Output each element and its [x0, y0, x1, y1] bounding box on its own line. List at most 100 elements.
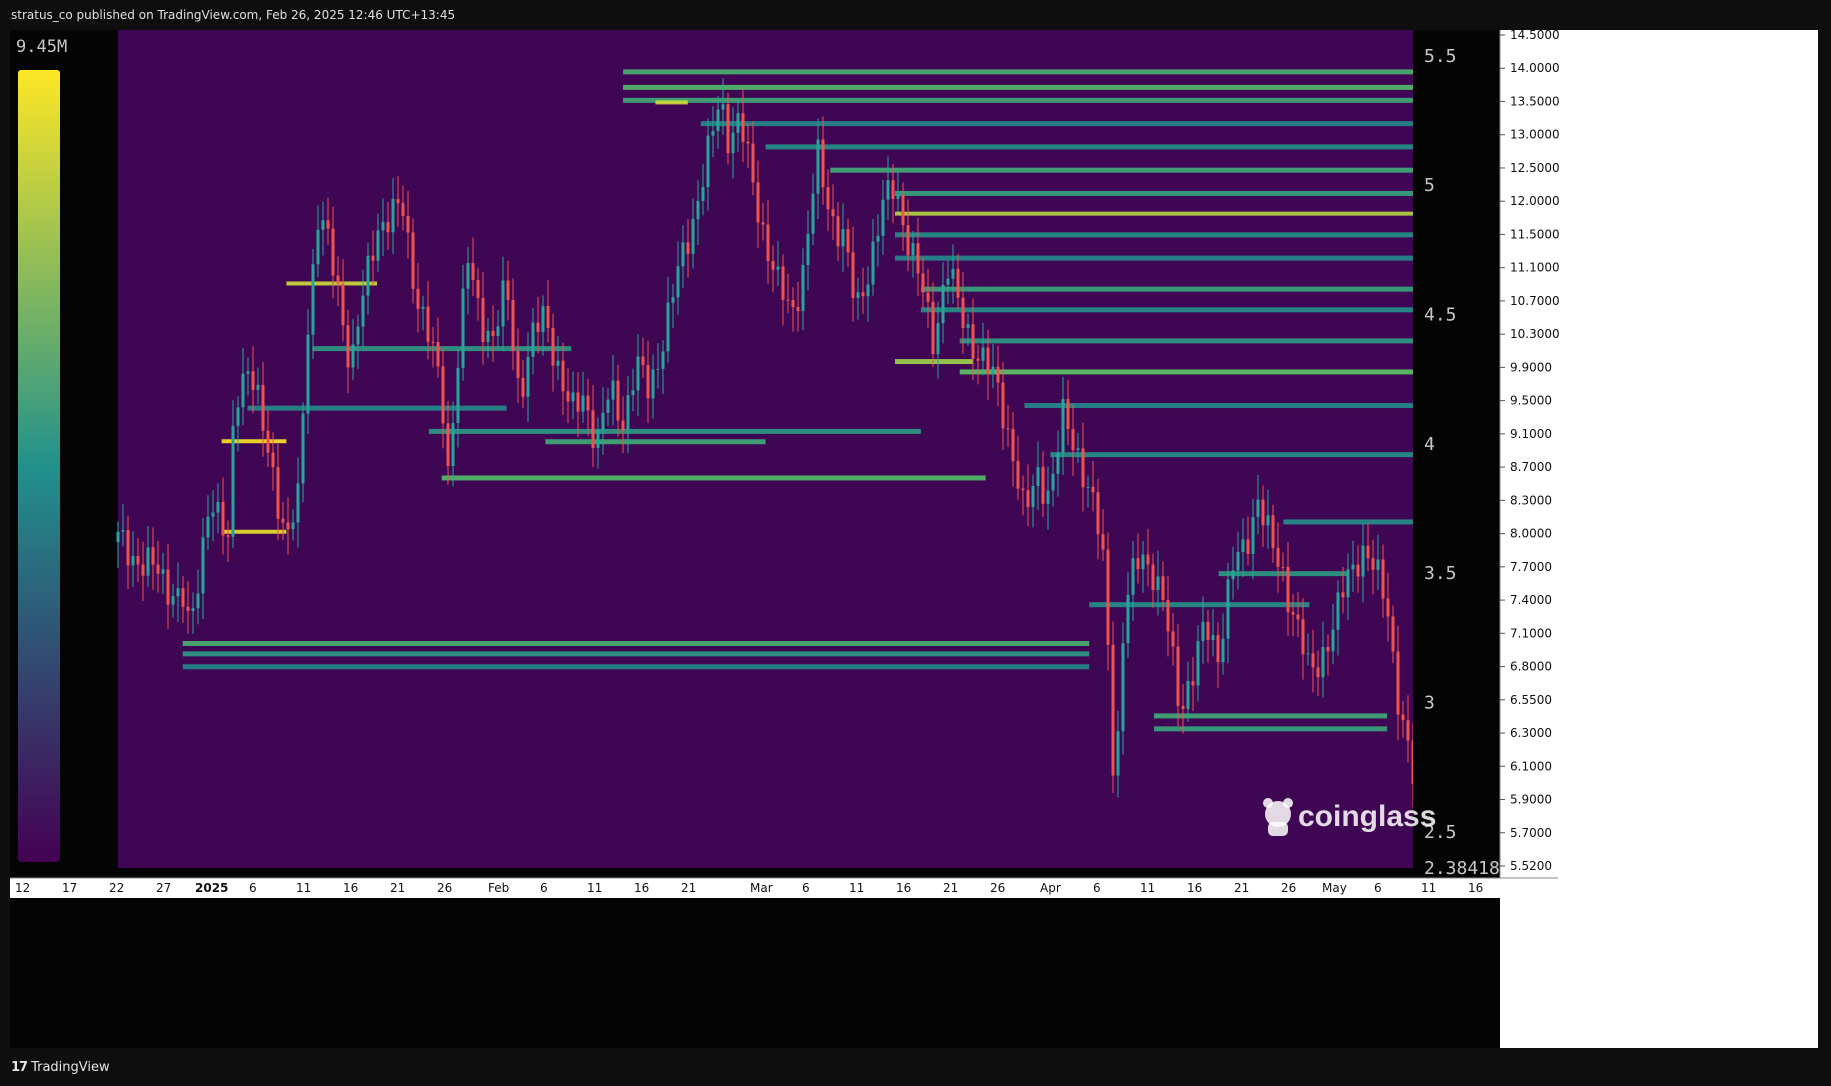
candle-126: [746, 123, 750, 168]
candle-237: [1301, 598, 1305, 680]
coinglass-logo-text: coinglass: [1298, 800, 1436, 833]
price-tick: 7.7000: [1510, 560, 1552, 574]
candle-232: [1276, 522, 1280, 593]
candle-72: [476, 267, 480, 321]
candle-38: [306, 309, 310, 435]
candle-132: [776, 240, 780, 286]
candle-146: [846, 218, 850, 267]
candle-7: [151, 527, 155, 590]
candle-1: [121, 504, 125, 547]
inner-axis-bg: [1413, 30, 1500, 878]
candle-10: [166, 544, 170, 630]
candle-134: [786, 273, 790, 313]
candle-153: [881, 179, 885, 255]
candle-81: [521, 359, 525, 408]
candle-192: [1076, 432, 1080, 463]
candle-59: [411, 218, 415, 304]
liquidity-level-8: [895, 232, 1413, 238]
candle-214: [1186, 661, 1190, 722]
candle-107: [651, 354, 655, 419]
candle-125: [741, 88, 745, 163]
candle-31: [271, 432, 275, 491]
time-tick: 16: [1468, 881, 1483, 895]
candle-46: [346, 309, 350, 394]
candle-27: [251, 346, 255, 414]
liquidity-level-14: [1024, 403, 1413, 409]
candle-84: [536, 296, 540, 354]
tradingview-logo[interactable]: 17 TradingView: [11, 1060, 110, 1075]
candle-69: [461, 264, 465, 381]
candle-108: [656, 343, 660, 389]
candle-181: [1021, 475, 1025, 516]
candle-117: [701, 163, 705, 216]
price-tick: 5.7000: [1510, 826, 1552, 840]
price-tick: 9.9000: [1510, 360, 1552, 374]
candle-135: [791, 287, 795, 332]
candle-195: [1091, 461, 1095, 512]
time-tick: 11: [1140, 881, 1155, 895]
candle-133: [781, 254, 785, 326]
candle-18: [206, 495, 210, 551]
candle-210: [1166, 575, 1170, 657]
liquidity-level-15: [1050, 452, 1413, 458]
candle-56: [396, 175, 400, 227]
candle-131: [771, 245, 775, 293]
candle-118: [706, 118, 710, 211]
candle-88: [556, 335, 560, 381]
candle-242: [1326, 634, 1330, 676]
candle-184: [1036, 441, 1040, 511]
candle-190: [1066, 380, 1070, 446]
heatmap-background: [118, 30, 1420, 868]
liquidity-level-28: [1089, 602, 1310, 608]
time-tick: May: [1322, 881, 1347, 895]
liquidity-level-33: [247, 405, 507, 411]
liquidity-level-3: [700, 121, 1413, 127]
candle-16: [196, 569, 200, 625]
price-tick: 11.5000: [1510, 227, 1560, 241]
candle-67: [451, 401, 455, 487]
candle-245: [1341, 567, 1345, 614]
candle-40: [316, 205, 320, 278]
time-tick: 6: [540, 881, 548, 895]
candle-167: [951, 244, 955, 304]
liquidity-level-7: [895, 211, 1413, 216]
candle-51: [371, 230, 375, 286]
candle-96: [596, 417, 600, 469]
candle-175: [991, 343, 995, 389]
candle-64: [436, 317, 440, 378]
candle-109: [661, 340, 665, 394]
candle-186: [1046, 466, 1050, 530]
candle-22: [226, 520, 230, 562]
candle-180: [1016, 435, 1020, 500]
candle-37: [301, 402, 305, 503]
candle-20: [216, 483, 220, 533]
candle-168: [956, 254, 960, 310]
inner-price-tick: 4: [1424, 434, 1435, 455]
candle-48: [356, 314, 360, 369]
candle-66: [446, 400, 450, 486]
candle-193: [1081, 422, 1085, 512]
candle-89: [561, 342, 565, 415]
time-tick: 6: [249, 881, 257, 895]
inner-price-tick: 2.5: [1424, 822, 1457, 843]
candle-28: [256, 367, 260, 405]
candle-25: [241, 347, 245, 425]
candle-219: [1211, 609, 1215, 657]
candle-176: [996, 345, 1000, 407]
price-tick: 8.3000: [1510, 493, 1552, 507]
candle-68: [456, 348, 460, 448]
candle-106: [646, 340, 650, 423]
candle-17: [201, 518, 205, 620]
candle-209: [1161, 561, 1165, 612]
candle-202: [1126, 571, 1130, 658]
chart-canvas[interactable]: 9.45M 5.5 5 4.5 4 3.5 3 2.5 2.38418 coinglass 1…: [10, 30, 1818, 1048]
candle-77: [501, 256, 505, 351]
candle-92: [576, 372, 580, 438]
candle-87: [551, 313, 555, 392]
time-tick: 2025: [195, 881, 228, 895]
candle-29: [261, 361, 265, 457]
candle-13: [181, 576, 185, 623]
candle-42: [326, 198, 330, 245]
candle-119: [711, 106, 715, 158]
candle-137: [801, 248, 805, 331]
